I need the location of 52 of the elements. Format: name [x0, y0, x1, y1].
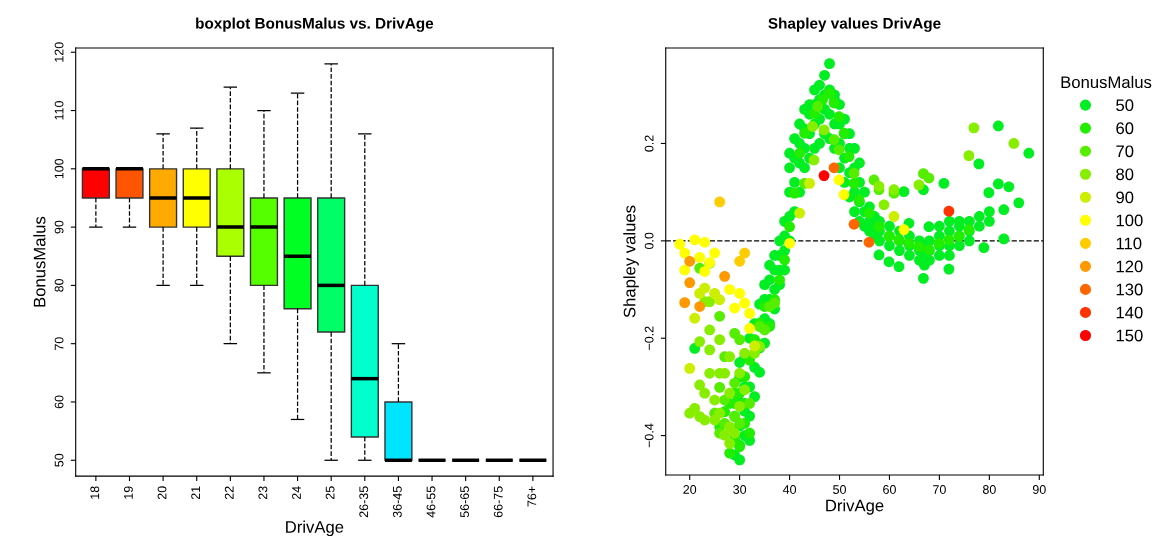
x-tick-label: 36-45	[392, 486, 402, 518]
x-tick-label: 30	[733, 485, 747, 494]
y-tick-label: 50	[54, 453, 64, 467]
x-tick-label: 46-55	[426, 486, 436, 518]
legend-label: 140	[1116, 306, 1143, 319]
y-tick-label: 90	[54, 220, 64, 234]
y-tick-label: 100	[54, 158, 64, 179]
x-tick-label: 56-65	[460, 486, 470, 518]
y-axis-title: Shapley values	[623, 205, 639, 318]
legend-label: 60	[1116, 122, 1134, 135]
y-tick-label: 80	[54, 278, 64, 292]
chart-title: Shapley values DrivAge	[768, 17, 941, 32]
x-tick-label: 21	[191, 486, 200, 500]
y-tick-label: −0.4	[644, 423, 654, 448]
y-tick-label: 60	[54, 395, 64, 409]
x-tick-label: 50	[833, 485, 846, 494]
legend-label: 110	[1116, 237, 1142, 250]
x-tick-label: 19	[123, 486, 133, 499]
x-tick-label: 80	[982, 485, 996, 494]
x-tick-label: 26-35	[359, 486, 369, 518]
y-tick-label: 110	[54, 101, 64, 120]
x-axis-title: DrivAge	[826, 499, 884, 515]
x-tick-label: 40	[782, 485, 797, 494]
legend-label: 150	[1116, 329, 1143, 342]
legend-label: 90	[1116, 191, 1134, 204]
legend-label: 130	[1116, 283, 1143, 296]
y-tick-label: 0.2	[644, 135, 654, 152]
legend-label: 100	[1116, 214, 1143, 227]
x-tick-label: 22	[224, 486, 234, 500]
y-tick-label: 120	[54, 42, 64, 62]
legend-label: 120	[1116, 260, 1143, 273]
y-axis-title: BonusMalus	[33, 216, 46, 307]
x-tick-label: 25	[325, 486, 335, 500]
legend-title: BonusMalus	[1061, 75, 1152, 89]
y-tick-label: 70	[54, 337, 64, 350]
legend-label: 70	[1116, 145, 1134, 158]
x-tick-label: 20	[683, 485, 697, 494]
legend-label: 80	[1116, 168, 1134, 181]
x-tick-label: 66-75	[493, 486, 503, 518]
y-tick-label: −0.2	[644, 326, 654, 350]
x-tick-label: 18	[90, 486, 100, 499]
x-tick-label: 60	[883, 485, 896, 494]
y-tick-label: 0.0	[644, 232, 654, 250]
x-tick-label: 20	[157, 486, 167, 500]
x-axis-title: DrivAge	[286, 520, 344, 537]
chart-title: boxplot BonusMalus vs. DrivAge	[196, 17, 434, 32]
legend-label: 50	[1116, 99, 1134, 112]
x-tick-label: 76+	[527, 486, 537, 507]
x-tick-label: 24	[292, 486, 301, 500]
x-tick-label: 70	[933, 485, 946, 494]
x-tick-label: 90	[1032, 485, 1046, 494]
x-tick-label: 23	[258, 486, 268, 500]
